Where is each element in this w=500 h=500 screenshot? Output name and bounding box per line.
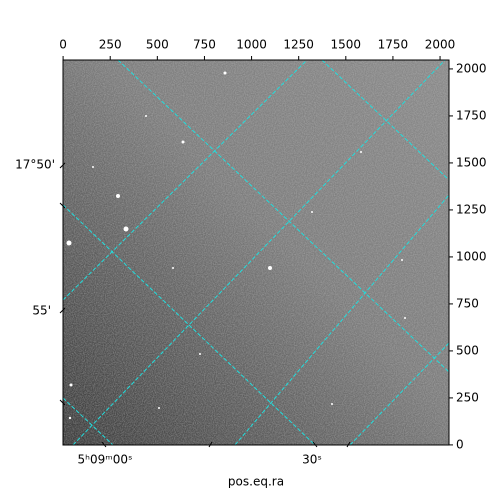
wcs-y-label: 17°50' bbox=[15, 158, 55, 172]
x-axis-label: pos.eq.ra bbox=[228, 475, 284, 489]
x-tick-label: 1000 bbox=[236, 38, 267, 52]
y-tick-label: 250 bbox=[456, 390, 479, 404]
y-tick-label: 1500 bbox=[456, 155, 487, 169]
y-tick-label: 1000 bbox=[456, 249, 487, 263]
wcs-grid-line bbox=[117, 60, 449, 373]
x-tick-label: 1500 bbox=[331, 38, 362, 52]
y-tick-label: 0 bbox=[456, 437, 464, 451]
y-tick-label: 500 bbox=[456, 343, 479, 357]
wcs-grid-line bbox=[63, 60, 308, 301]
x-tick-label: 750 bbox=[193, 38, 216, 52]
wcs-x-label: 30ˢ bbox=[302, 453, 322, 467]
x-tick-label: 1250 bbox=[283, 38, 314, 52]
y-tick-label: 1250 bbox=[456, 202, 487, 216]
wcs-grid-line bbox=[63, 397, 114, 445]
y-tick-label: 750 bbox=[456, 296, 479, 310]
image bbox=[63, 60, 449, 445]
y-tick-label: 1750 bbox=[456, 108, 487, 122]
x-tick-label: 500 bbox=[146, 38, 169, 52]
wcs-x-label: 5ʰ09ᵐ00ˢ bbox=[78, 453, 133, 467]
x-tick-label: 250 bbox=[99, 38, 122, 52]
x-tick-label: 2000 bbox=[425, 38, 456, 52]
x-tick-label: 1750 bbox=[378, 38, 409, 52]
wcs-grid-line bbox=[63, 204, 316, 445]
wcs-ticks bbox=[59, 162, 351, 448]
wcs-grid bbox=[63, 60, 449, 445]
plot-frame bbox=[62, 59, 450, 446]
x-tick-label: 0 bbox=[59, 38, 67, 52]
wcs-grid-line bbox=[234, 194, 449, 445]
y-tick-label: 2000 bbox=[456, 61, 487, 75]
wcs-grid-line bbox=[72, 60, 446, 445]
wcs-y-label: 55' bbox=[32, 304, 51, 318]
wcs-grid-line bbox=[321, 60, 449, 181]
